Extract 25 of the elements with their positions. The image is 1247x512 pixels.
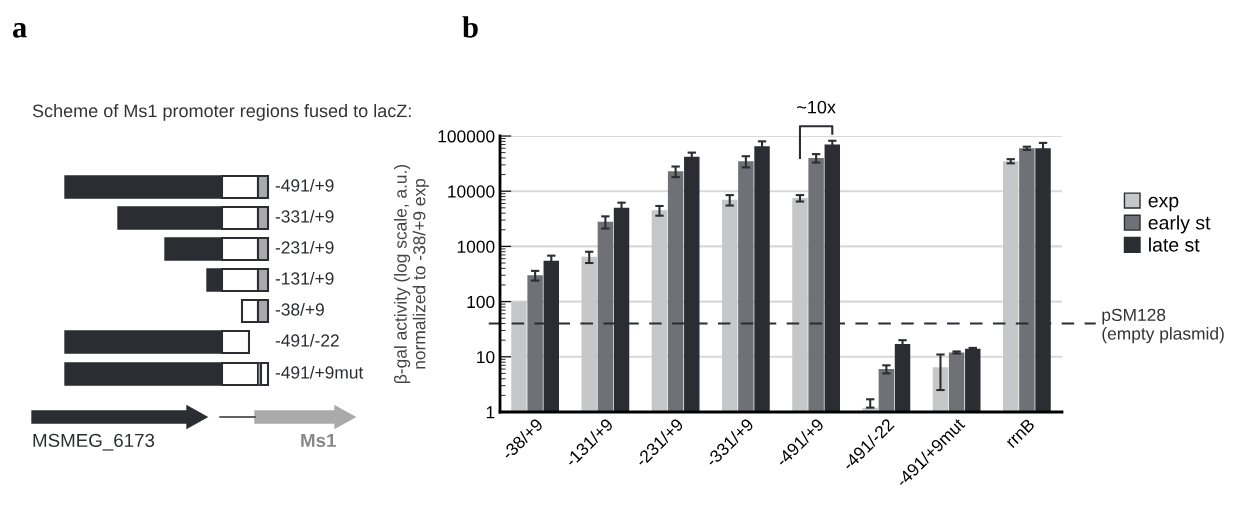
text: ~10x bbox=[797, 100, 836, 114]
y-tick-label: 1 bbox=[486, 406, 495, 419]
text: -491/+9mut bbox=[275, 365, 364, 379]
y-tick-label: 10000 bbox=[448, 185, 495, 198]
y-tick-label: 100 bbox=[467, 295, 495, 309]
text: -131/+9 bbox=[275, 271, 334, 285]
text: -231/+9 bbox=[275, 240, 334, 254]
x-tick-label: rrnB bbox=[1004, 417, 1036, 449]
legend-label: exp bbox=[1148, 196, 1179, 212]
legend-label: early st bbox=[1148, 215, 1211, 234]
text: -491/+9 bbox=[275, 178, 334, 192]
text: Ms1 bbox=[301, 433, 336, 448]
y-axis-title: β-gal activity (log scale, a.u.) normalized to -38/+9 exp bbox=[394, 164, 429, 383]
text: a bbox=[12, 23, 27, 38]
text: -491/-22 bbox=[275, 333, 339, 347]
legend-label: late st bbox=[1149, 237, 1200, 252]
y-tick-label: 100000 bbox=[438, 130, 495, 143]
text: -331/+9 bbox=[275, 209, 334, 223]
text: Scheme of Ms1 promoter regions fused to lacZ: bbox=[32, 104, 411, 121]
ref-line-label: pSM128 (empty plasmid) bbox=[1102, 308, 1224, 344]
text: -38/+9 bbox=[275, 302, 324, 316]
text: MSMEG_6173 bbox=[33, 433, 155, 451]
y-tick-label: 1000 bbox=[457, 240, 495, 253]
y-tick-label: 10 bbox=[477, 350, 495, 364]
text: b bbox=[462, 16, 478, 38]
